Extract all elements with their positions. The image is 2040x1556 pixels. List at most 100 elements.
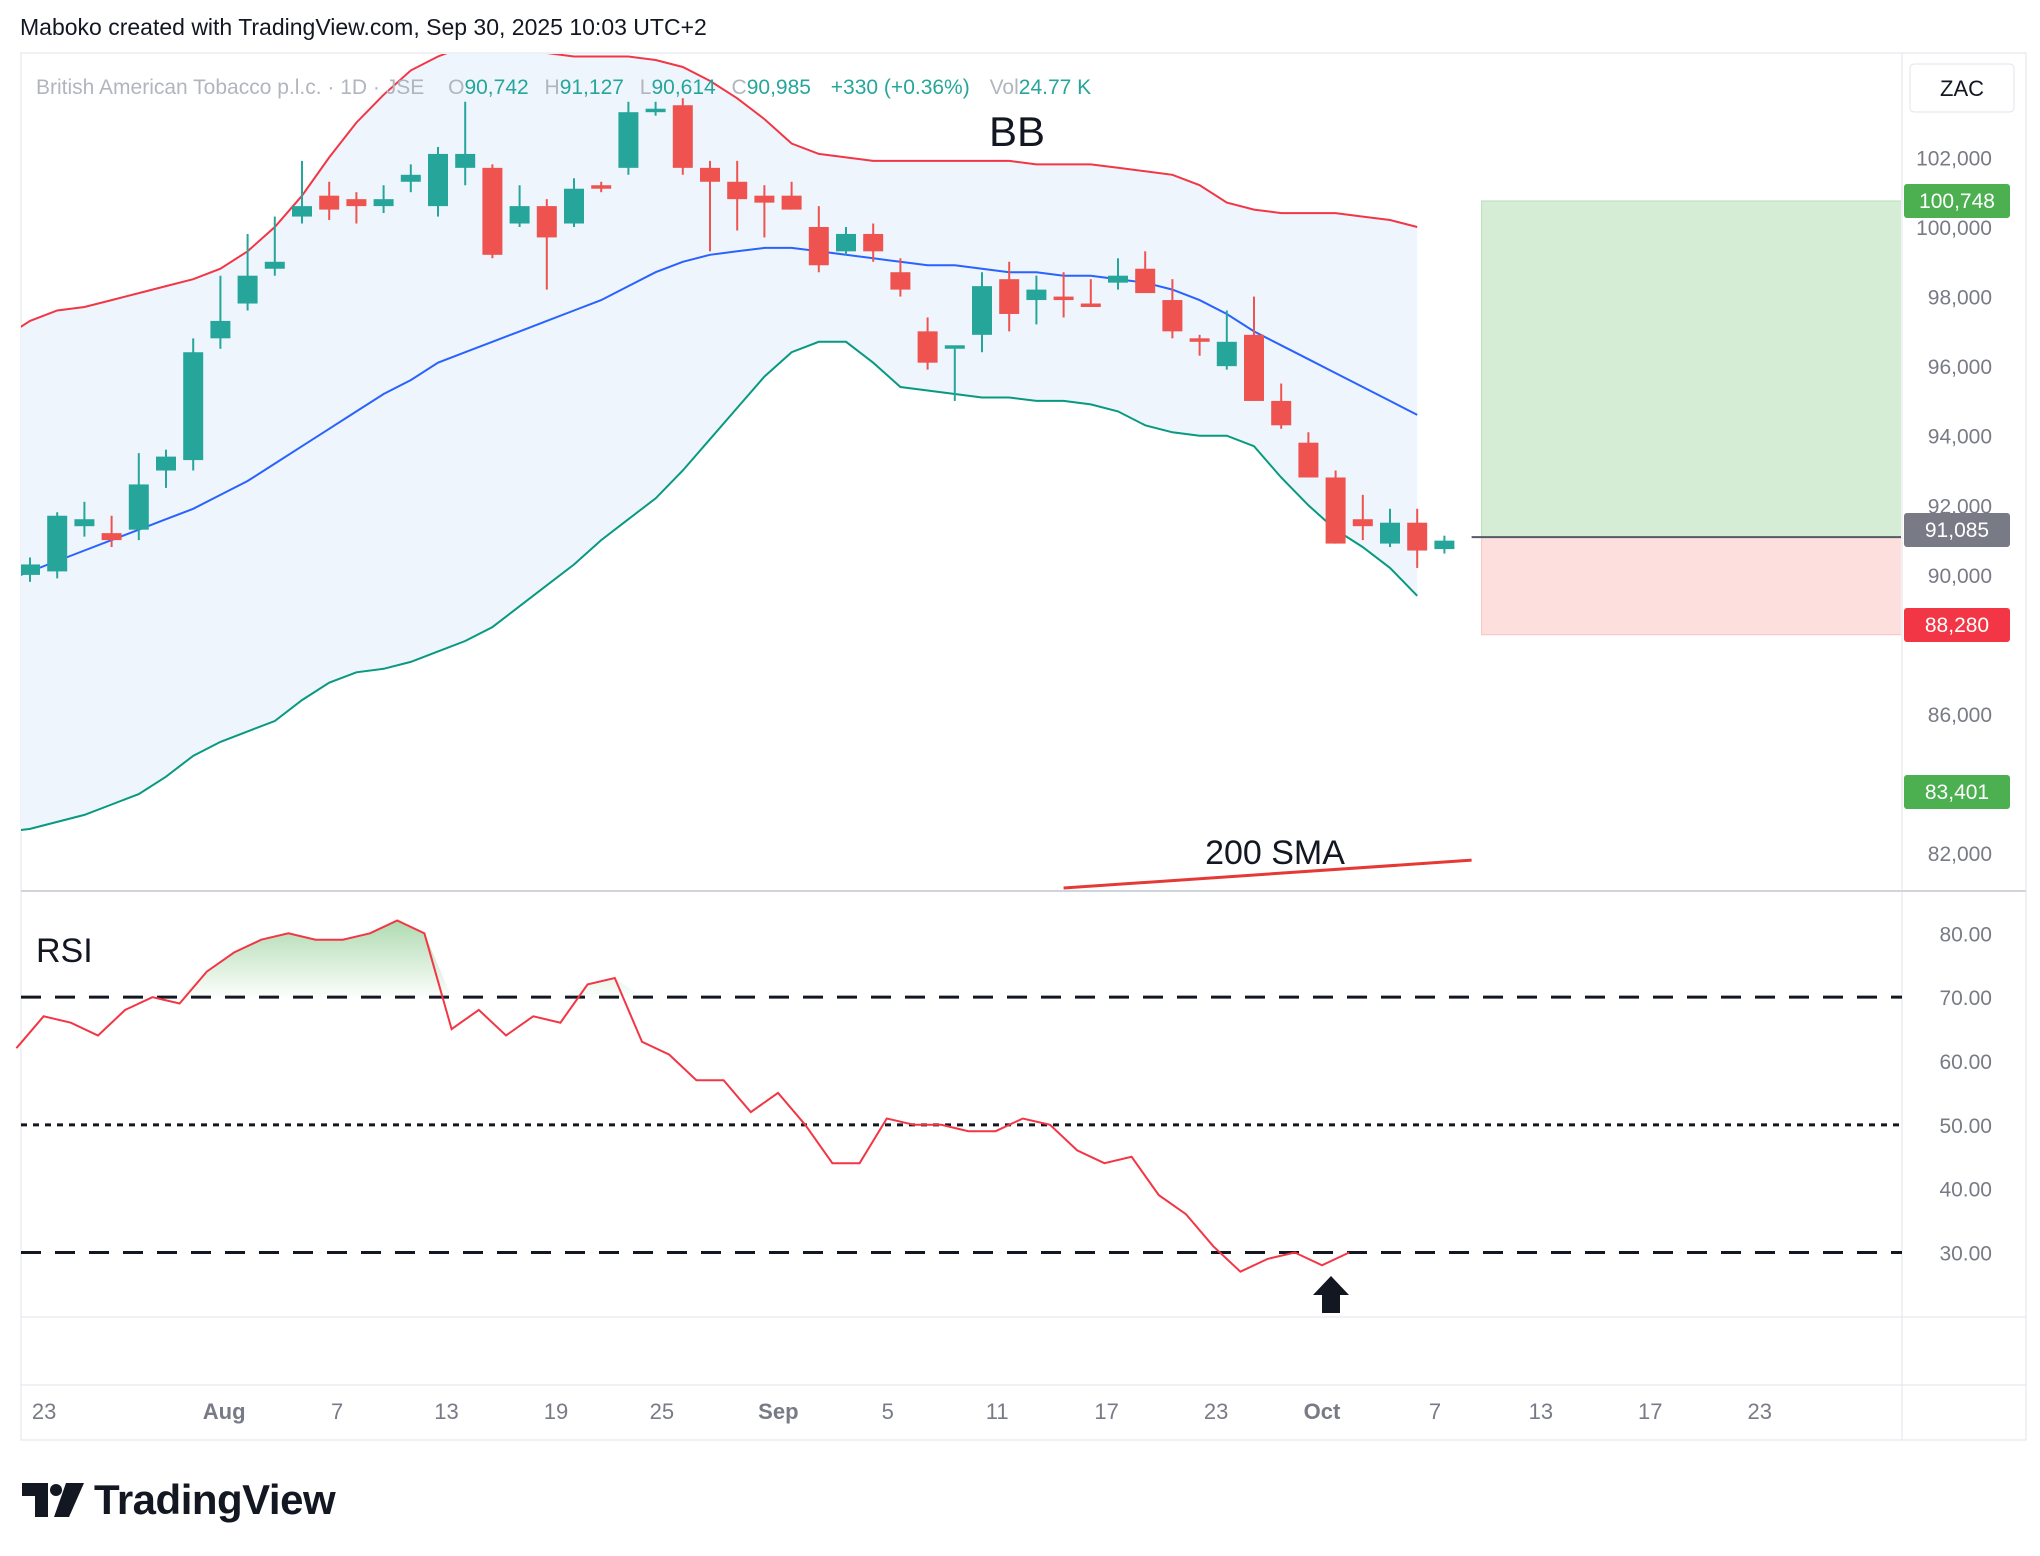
candle [591, 181, 612, 193]
sma-badge-bg [1904, 775, 2010, 809]
candle-body [1053, 296, 1074, 301]
price-tick-label: 94,000 [1928, 426, 1992, 449]
rsi-tick-label: 60.00 [1939, 1051, 1992, 1074]
rsi-line [15, 919, 1350, 1273]
candle [618, 101, 639, 175]
time-tick-label: Aug [203, 1399, 246, 1424]
candle-body [836, 233, 856, 252]
sma-annotation: 200 SMA [1205, 834, 1345, 872]
candle-body [210, 320, 231, 339]
candle-body [917, 331, 938, 363]
time-axis[interactable]: 23 Aug 7 13 19 25 Sep 5 11 17 23 Oct 7 13 17 23 [32, 1399, 1772, 1424]
candle-body [999, 279, 1020, 314]
stop-zone [1481, 536, 1901, 636]
rsi-overbought-fill [125, 920, 642, 998]
candle [101, 515, 122, 548]
candle-body [564, 188, 584, 224]
candle [1407, 508, 1428, 568]
price-tick-label: 102,000 [1916, 147, 1992, 170]
candle-body [700, 167, 720, 182]
candle [536, 199, 557, 290]
candle-body [1298, 442, 1319, 478]
rsi-pane[interactable]: 80.00 70.00 60.00 50.00 40.00 30.00 [15, 919, 1992, 1273]
candle [1380, 508, 1400, 548]
candle [319, 181, 340, 221]
time-tick-label: 23 [1204, 1399, 1228, 1424]
legend-vol: 24.77 K [1019, 76, 1091, 99]
currency-button-frame[interactable] [1909, 63, 2015, 113]
candle-body [292, 206, 312, 217]
price-plot [21, 54, 1901, 890]
candle [890, 258, 911, 297]
time-tick-label: 7 [331, 1399, 343, 1424]
candle [863, 223, 884, 262]
candle-body [101, 533, 122, 541]
last-price-badge: 91,085 [1925, 519, 1989, 542]
candle-body [346, 199, 367, 207]
candle-body [1162, 300, 1183, 332]
legend-close-label: C [732, 76, 747, 99]
time-tick-label: 5 [882, 1399, 894, 1424]
tradingview-logo-icon [22, 1483, 84, 1517]
currency-button[interactable]: ZAC [1940, 76, 1984, 101]
candle [1108, 258, 1128, 290]
candle-body [1216, 341, 1237, 367]
legend-low-label: L [640, 76, 652, 99]
candle [917, 317, 938, 370]
target-badge: 100,748 [1919, 190, 1995, 213]
candle [156, 449, 176, 488]
candle [128, 453, 149, 541]
candle-body [319, 195, 340, 210]
candle-body [1352, 519, 1373, 527]
price-tick-label: 96,000 [1928, 356, 1992, 379]
legend-change: +330 (+0.36%) [831, 76, 970, 99]
candle [482, 164, 503, 259]
candle-body [1244, 334, 1264, 401]
tradingview-logo[interactable]: TradingView [22, 1476, 336, 1524]
candle-body [264, 261, 285, 269]
time-tick-label: 17 [1094, 1399, 1118, 1424]
price-tick-label: 100,000 [1916, 217, 1992, 240]
candle [373, 185, 394, 214]
legend-open: 90,742 [464, 76, 528, 99]
rsi-tick-label: 80.00 [1939, 923, 1992, 946]
candle-body [1380, 522, 1400, 544]
candle-body [1189, 338, 1210, 342]
price-tick-label: 98,000 [1928, 287, 1992, 310]
candle [237, 233, 258, 311]
candle [1189, 334, 1210, 356]
candle-body [1108, 275, 1128, 283]
candle-body [128, 484, 149, 530]
chart-caption: Maboko created with TradingView.com, Sep… [20, 14, 707, 40]
candle [972, 272, 992, 353]
candle [264, 216, 285, 276]
rsi-tick-label: 40.00 [1939, 1179, 1992, 1202]
candle [672, 98, 693, 175]
candle [1162, 279, 1183, 339]
candle-body [754, 195, 775, 203]
candle [808, 206, 829, 273]
time-tick-label: 19 [544, 1399, 568, 1424]
bollinger-basis-line [21, 246, 1418, 576]
price-tick-label: 92,000 [1928, 495, 1992, 518]
stop-badge-bg [1904, 608, 2010, 642]
candle [1026, 275, 1047, 325]
target-zone [1481, 200, 1901, 538]
candle [999, 261, 1020, 332]
rsi-tick-label: 30.00 [1939, 1243, 1992, 1266]
candle-body [74, 519, 95, 527]
candle [1244, 296, 1264, 401]
symbol-legend[interactable]: British American Tobacco p.l.c. · 1D · J… [36, 76, 1091, 99]
candle [836, 226, 856, 255]
symbol-name: British American Tobacco p.l.c. · 1D · J… [36, 76, 424, 99]
candle [564, 178, 584, 227]
candle [1434, 535, 1455, 554]
candle [700, 160, 720, 252]
candle [21, 557, 40, 582]
time-tick-label: Sep [758, 1399, 798, 1424]
candle [1135, 251, 1156, 294]
candle [1216, 310, 1237, 370]
price-pane[interactable]: 102,000 100,000 98,000 96,000 94,000 92,000 90… [3, 46, 1992, 890]
candle [292, 160, 312, 224]
